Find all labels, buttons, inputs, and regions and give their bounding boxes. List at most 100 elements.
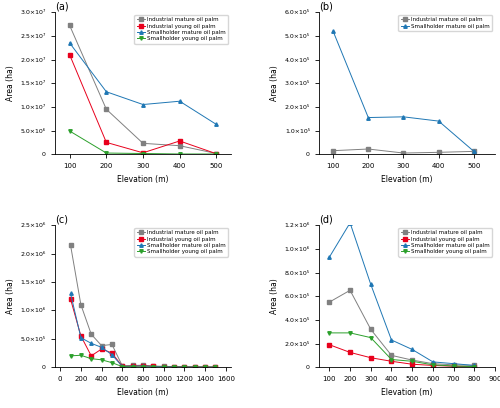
Line: Industrial young oil palm: Industrial young oil palm (68, 53, 218, 155)
Smallholder young oil palm (430, 362, 436, 367)
Line: Smallholder mature oil palm: Smallholder mature oil palm (328, 221, 476, 367)
Y-axis label: Area (ha): Area (ha) (270, 65, 279, 101)
Line: Smallholder young oil palm: Smallholder young oil palm (69, 354, 217, 369)
Smallholder mature oil palm (472, 363, 478, 368)
Industrial young oil palm (368, 355, 374, 360)
Smallholder young oil palm (140, 151, 146, 156)
Smallholder young oil palm (78, 353, 84, 358)
Smallholder young oil palm (120, 364, 126, 369)
Smallholder mature oil palm (68, 291, 73, 296)
Industrial mature oil palm (430, 361, 436, 366)
Line: Industrial mature oil palm: Industrial mature oil palm (332, 147, 476, 155)
Industrial young oil palm (182, 364, 188, 369)
Smallholder mature oil palm (366, 115, 372, 120)
Smallholder mature oil palm (120, 364, 126, 369)
Smallholder mature oil palm (212, 365, 218, 370)
Smallholder mature oil palm (214, 122, 220, 127)
Legend: Industrial mature oil palm, Smallholder mature oil palm: Industrial mature oil palm, Smallholder … (398, 15, 492, 31)
Smallholder mature oil palm (104, 89, 110, 94)
Industrial mature oil palm (130, 363, 136, 368)
Industrial mature oil palm (140, 141, 146, 146)
Industrial mature oil palm (182, 364, 188, 369)
Text: (d): (d) (319, 215, 333, 224)
X-axis label: Elevation (m): Elevation (m) (382, 175, 433, 184)
Smallholder mature oil palm (471, 149, 477, 154)
Smallholder mature oil palm (140, 102, 146, 107)
Smallholder young oil palm (409, 359, 415, 364)
Industrial mature oil palm (98, 343, 104, 348)
Smallholder young oil palm (109, 360, 115, 365)
Smallholder mature oil palm (150, 364, 156, 369)
Industrial young oil palm (176, 139, 182, 144)
Smallholder mature oil palm (202, 365, 208, 370)
Line: Industrial mature oil palm: Industrial mature oil palm (68, 24, 218, 155)
Smallholder young oil palm (388, 357, 394, 362)
Smallholder mature oil palm (347, 220, 353, 225)
Smallholder young oil palm (98, 357, 104, 362)
Industrial mature oil palm (366, 146, 372, 151)
Industrial young oil palm (388, 359, 394, 364)
Smallholder young oil palm (66, 129, 72, 133)
Y-axis label: Area (ha): Area (ha) (6, 65, 15, 101)
Industrial young oil palm (150, 364, 156, 369)
Smallholder young oil palm (140, 365, 146, 370)
Smallholder young oil palm (182, 365, 188, 370)
Line: Smallholder mature oil palm: Smallholder mature oil palm (68, 41, 218, 126)
Industrial young oil palm (472, 364, 478, 369)
Industrial mature oil palm (140, 363, 146, 368)
Smallholder young oil palm (160, 365, 166, 370)
Smallholder mature oil palm (400, 114, 406, 119)
Smallholder mature oil palm (192, 365, 198, 370)
X-axis label: Elevation (m): Elevation (m) (117, 175, 169, 184)
Smallholder young oil palm (176, 151, 182, 156)
Smallholder mature oil palm (176, 99, 182, 104)
Legend: Industrial mature oil palm, Industrial young oil palm, Smallholder mature oil pa: Industrial mature oil palm, Industrial y… (134, 228, 228, 257)
Industrial mature oil palm (88, 332, 94, 337)
Smallholder young oil palm (150, 365, 156, 370)
Industrial mature oil palm (388, 353, 394, 358)
Industrial mature oil palm (120, 364, 126, 368)
Industrial young oil palm (109, 350, 115, 355)
Line: Smallholder mature oil palm: Smallholder mature oil palm (69, 292, 217, 369)
Industrial young oil palm (347, 350, 353, 355)
Smallholder mature oil palm (78, 335, 84, 340)
Smallholder mature oil palm (98, 345, 104, 350)
Smallholder mature oil palm (182, 365, 188, 370)
Industrial young oil palm (160, 364, 166, 369)
Industrial mature oil palm (68, 243, 73, 248)
Smallholder young oil palm (326, 330, 332, 335)
Industrial mature oil palm (214, 151, 220, 156)
Y-axis label: Area (ha): Area (ha) (6, 278, 15, 314)
X-axis label: Elevation (m): Elevation (m) (117, 388, 169, 397)
Smallholder young oil palm (450, 364, 456, 368)
Industrial mature oil palm (330, 148, 336, 153)
Smallholder mature oil palm (368, 282, 374, 287)
Text: (a): (a) (55, 2, 68, 11)
Industrial mature oil palm (192, 364, 198, 369)
Industrial young oil palm (78, 333, 84, 338)
Smallholder mature oil palm (66, 40, 72, 45)
Industrial young oil palm (430, 363, 436, 368)
Industrial mature oil palm (326, 299, 332, 304)
Smallholder mature oil palm (326, 255, 332, 259)
Line: Industrial mature oil palm: Industrial mature oil palm (328, 288, 476, 367)
Line: Smallholder mature oil palm: Smallholder mature oil palm (332, 29, 476, 153)
Industrial mature oil palm (472, 363, 478, 368)
Industrial young oil palm (326, 342, 332, 347)
Smallholder young oil palm (368, 335, 374, 340)
Industrial young oil palm (140, 364, 146, 368)
Industrial young oil palm (120, 364, 126, 369)
Industrial mature oil palm (66, 23, 72, 28)
Smallholder mature oil palm (436, 119, 442, 124)
Industrial young oil palm (192, 365, 198, 370)
Industrial mature oil palm (109, 342, 115, 347)
Industrial mature oil palm (171, 364, 177, 369)
Legend: Industrial mature oil palm, Industrial young oil palm, Smallholder mature oil pa: Industrial mature oil palm, Industrial y… (134, 15, 228, 44)
Smallholder mature oil palm (160, 364, 166, 369)
Industrial young oil palm (130, 364, 136, 368)
Smallholder mature oil palm (88, 341, 94, 346)
Industrial mature oil palm (436, 150, 442, 155)
Smallholder young oil palm (104, 151, 110, 155)
Industrial young oil palm (409, 362, 415, 367)
Smallholder young oil palm (212, 365, 218, 370)
